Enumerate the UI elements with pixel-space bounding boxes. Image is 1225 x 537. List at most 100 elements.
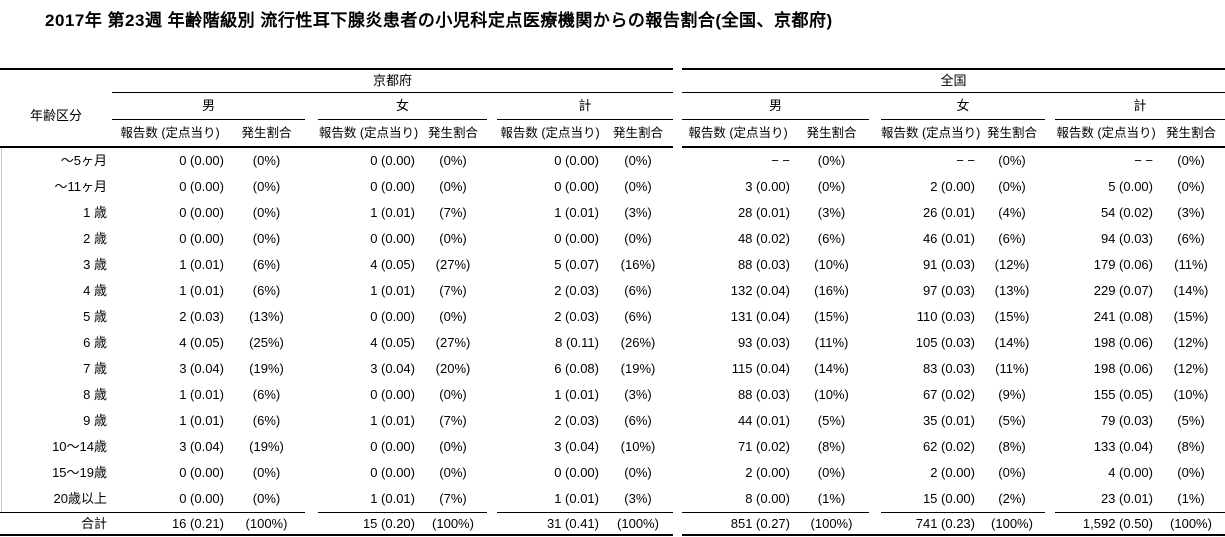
count-cell: 97 (0.03) xyxy=(922,283,975,298)
rate-cell: (0%) xyxy=(439,309,467,324)
rate-cell: (11%) xyxy=(995,361,1029,376)
count-cell: 93 (0.03) xyxy=(737,335,790,350)
sex-underline xyxy=(682,119,869,120)
rate-cell: (26%) xyxy=(620,335,656,350)
count-cell: 0 (0.00) xyxy=(554,153,599,168)
rate-cell: (0%) xyxy=(624,231,652,246)
rate-cell: (0%) xyxy=(252,231,281,246)
count-cell: 2 (0.03) xyxy=(554,283,599,298)
region-header-national: 全国 xyxy=(940,73,967,88)
rate-cell: (7%) xyxy=(439,491,467,506)
count-cell: 3 (0.00) xyxy=(745,179,790,194)
rate-cell: (100%) xyxy=(991,516,1033,531)
rate-cell: (5%) xyxy=(998,413,1026,428)
total-separator xyxy=(682,512,869,513)
rate-cell: (6%) xyxy=(817,231,846,246)
rate-cell: (0%) xyxy=(1177,465,1205,480)
rate-cell: (1%) xyxy=(817,491,846,506)
age-label: 1 歳 xyxy=(83,205,107,220)
rate-cell: (0%) xyxy=(252,205,281,220)
rate-cell: (0%) xyxy=(1177,179,1205,194)
count-cell: 79 (0.03) xyxy=(1100,413,1153,428)
count-cell: − − xyxy=(771,153,790,168)
rate-cell: (6%) xyxy=(252,257,281,272)
age-label: 合計 xyxy=(80,516,107,531)
rate-cell: (0%) xyxy=(439,179,467,194)
rate-cell: (10%) xyxy=(814,387,849,402)
rate-cell: (12%) xyxy=(1173,335,1209,350)
sex-header: 女 xyxy=(956,98,970,113)
count-cell: 48 (0.02) xyxy=(737,231,790,246)
rate-subheader: 発生割合 xyxy=(241,126,292,140)
count-cell: 132 (0.04) xyxy=(730,283,790,298)
count-subheader: 報告数 (定点当り) xyxy=(318,126,419,140)
count-cell: 4 (0.05) xyxy=(370,335,415,350)
count-cell: 179 (0.06) xyxy=(1093,257,1153,272)
table-bottom-rule xyxy=(0,534,673,536)
count-cell: 6 (0.08) xyxy=(554,361,599,376)
count-cell: 0 (0.00) xyxy=(179,205,224,220)
region-underline xyxy=(682,92,1225,93)
rate-cell: (11%) xyxy=(1174,257,1208,272)
table-top-rule xyxy=(682,68,1225,70)
age-label: 10～14歳 xyxy=(52,439,107,454)
table-top-rule xyxy=(0,68,673,70)
rate-subheader: 発生割合 xyxy=(986,126,1037,140)
rate-cell: (6%) xyxy=(624,413,652,428)
count-cell: 4 (0.05) xyxy=(179,335,224,350)
count-cell: 155 (0.05) xyxy=(1093,387,1153,402)
rate-cell: (0%) xyxy=(998,465,1026,480)
count-cell: 115 (0.04) xyxy=(731,361,790,376)
age-label: 3 歳 xyxy=(83,257,107,272)
count-cell: 1 (0.01) xyxy=(370,205,415,220)
rate-cell: (9%) xyxy=(998,387,1026,402)
sex-header: 計 xyxy=(1133,98,1147,113)
count-cell: 5 (0.00) xyxy=(1108,179,1153,194)
rate-cell: (0%) xyxy=(252,179,281,194)
count-cell: 3 (0.04) xyxy=(179,361,224,376)
rate-cell: (10%) xyxy=(1173,387,1209,402)
count-cell: 851 (0.27) xyxy=(730,516,790,531)
count-cell: 16 (0.21) xyxy=(171,516,224,531)
count-cell: 0 (0.00) xyxy=(179,153,224,168)
count-cell: − − xyxy=(1134,153,1153,168)
count-cell: 71 (0.02) xyxy=(737,439,790,454)
count-cell: 0 (0.00) xyxy=(554,465,599,480)
rate-cell: (25%) xyxy=(249,335,284,350)
rate-cell: (6%) xyxy=(998,231,1026,246)
rate-cell: (16%) xyxy=(814,283,849,298)
count-cell: 44 (0.01) xyxy=(737,413,790,428)
count-cell: 67 (0.02) xyxy=(922,387,975,402)
rate-subheader: 発生割合 xyxy=(806,126,857,140)
rate-cell: (3%) xyxy=(817,205,846,220)
rate-cell: (0%) xyxy=(817,179,846,194)
rate-cell: (0%) xyxy=(998,179,1026,194)
total-separator xyxy=(318,512,487,513)
region-underline xyxy=(112,92,673,93)
age-label: ～11ヶ月 xyxy=(54,179,108,194)
count-cell: 1 (0.01) xyxy=(179,387,224,402)
sex-underline xyxy=(318,119,487,120)
header-bottom-rule xyxy=(682,146,1225,148)
rate-cell: (0%) xyxy=(252,153,281,168)
count-cell: 229 (0.07) xyxy=(1093,283,1153,298)
rate-cell: (0%) xyxy=(252,491,281,506)
rate-cell: (0%) xyxy=(439,231,467,246)
region-header-kyoto: 京都府 xyxy=(372,73,412,88)
count-cell: 3 (0.04) xyxy=(554,439,599,454)
age-label: 15～19歳 xyxy=(52,465,107,480)
count-cell: 3 (0.04) xyxy=(179,439,224,454)
rate-subheader: 発生割合 xyxy=(612,126,663,140)
total-separator xyxy=(1055,512,1225,513)
total-separator xyxy=(881,512,1045,513)
rate-cell: (0%) xyxy=(252,465,281,480)
count-cell: 28 (0.01) xyxy=(737,205,790,220)
count-cell: 88 (0.03) xyxy=(737,257,790,272)
rate-cell: (19%) xyxy=(249,361,284,376)
table-bottom-rule xyxy=(682,534,1225,536)
rate-cell: (3%) xyxy=(624,387,652,402)
count-cell: 0 (0.00) xyxy=(370,231,415,246)
rate-cell: (2%) xyxy=(998,491,1026,506)
count-cell: 1 (0.01) xyxy=(370,283,415,298)
rate-subheader: 発生割合 xyxy=(1165,126,1216,140)
